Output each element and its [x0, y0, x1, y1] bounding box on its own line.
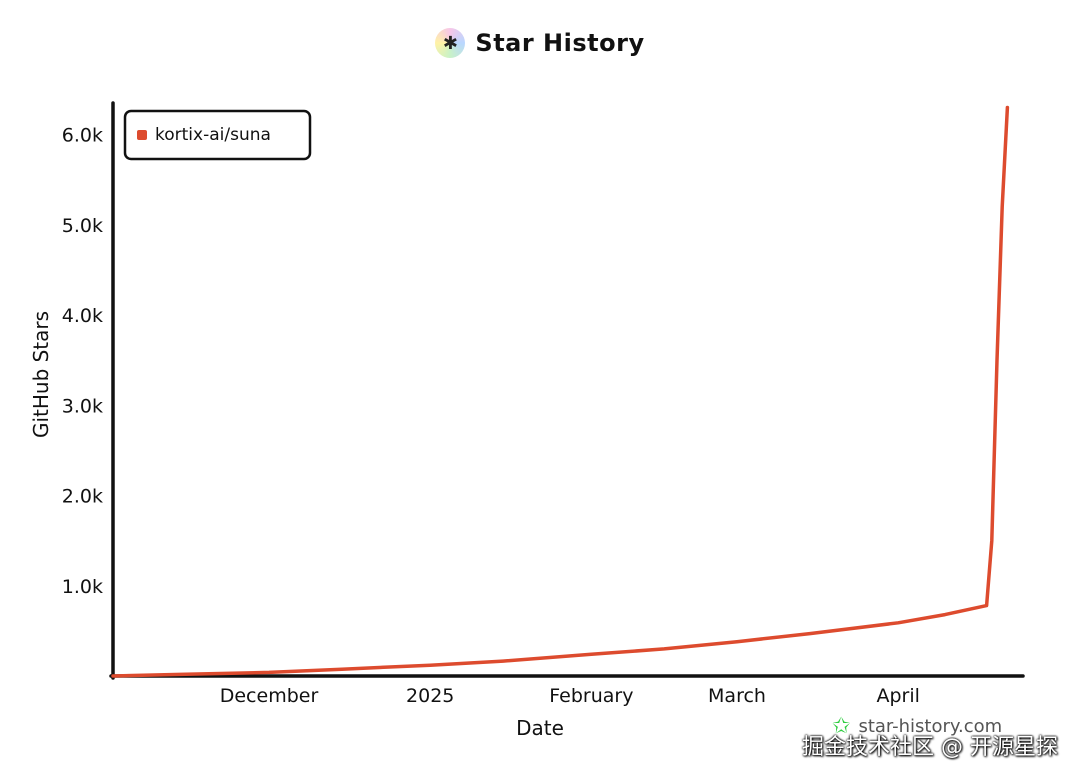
- x-tick-label: March: [708, 685, 766, 707]
- site-credit[interactable]: ✩ star-history.com: [832, 714, 1002, 739]
- star-history-logo-icon: ✱: [435, 28, 466, 58]
- x-tick-label: 2025: [406, 685, 454, 707]
- y-axis-label: GitHub Stars: [29, 311, 53, 438]
- legend-label: kortix-ai/suna: [155, 125, 271, 145]
- x-axis-label: Date: [516, 716, 564, 740]
- x-tick-label: April: [876, 685, 919, 707]
- chart-title: Star History: [475, 29, 645, 57]
- watermark: 掘金技术社区 @ 开源星探: [802, 735, 1058, 760]
- y-tick-label: 3.0k: [62, 395, 103, 417]
- y-tick-label: 2.0k: [62, 486, 103, 508]
- chart-header: ✱ Star History: [0, 28, 1080, 58]
- y-tick-label: 5.0k: [62, 215, 103, 237]
- y-tick-label: 4.0k: [62, 305, 103, 327]
- x-tick-label: December: [220, 685, 319, 707]
- star-outline-icon: ✩: [832, 714, 851, 739]
- y-tick-label: 1.0k: [62, 576, 103, 598]
- series-line-kortix-ai-suna: [111, 105, 1010, 678]
- legend-swatch: [137, 130, 147, 140]
- y-tick-label: 6.0k: [62, 125, 103, 147]
- site-label: star-history.com: [858, 716, 1003, 737]
- legend-box: [123, 109, 312, 161]
- x-tick-label: February: [549, 685, 633, 707]
